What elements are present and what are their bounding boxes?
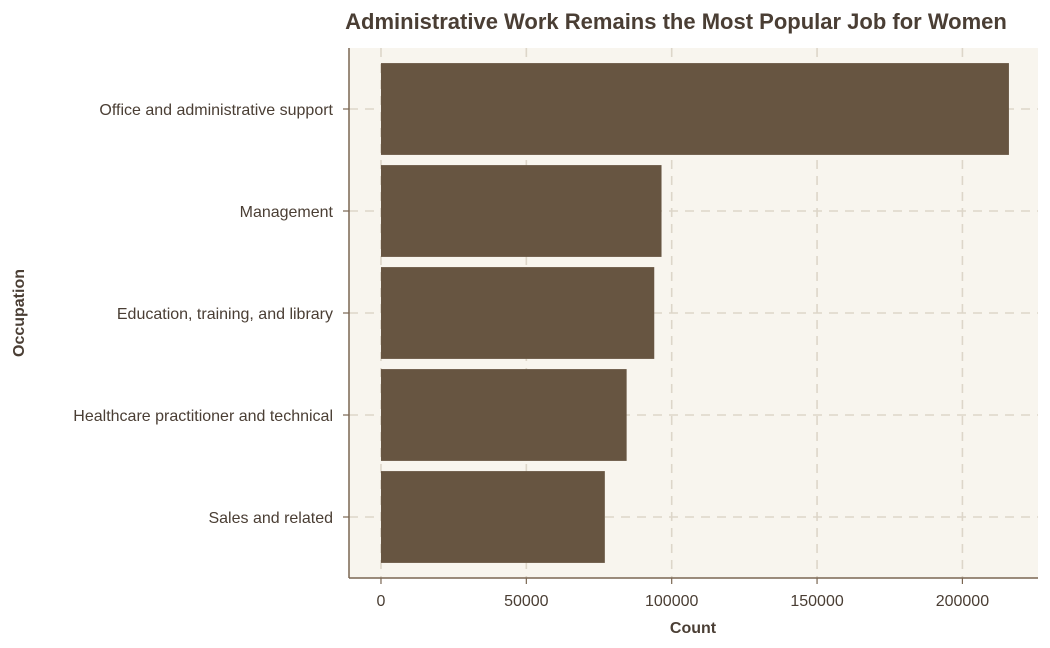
x-axis-ticks: 0 50000 100000 150000 200000 xyxy=(377,578,989,610)
bar xyxy=(380,165,662,257)
bar xyxy=(380,63,1009,155)
y-axis-title: Occupation xyxy=(11,269,28,357)
x-tick-label: 0 xyxy=(377,593,386,610)
chart-title: Administrative Work Remains the Most Pop… xyxy=(345,9,1007,34)
y-axis-ticks: Office and administrative support Managem… xyxy=(73,102,349,527)
bar xyxy=(380,267,655,359)
y-tick-label: Management xyxy=(240,204,334,221)
x-tick-label: 50000 xyxy=(504,593,549,610)
x-tick-label: 150000 xyxy=(790,593,843,610)
bar xyxy=(380,369,627,461)
bar xyxy=(380,471,605,563)
x-axis-title: Count xyxy=(670,620,717,637)
bars xyxy=(380,63,1009,563)
y-tick-label: Office and administrative support xyxy=(99,102,333,119)
y-tick-label: Healthcare practitioner and technical xyxy=(73,408,333,425)
x-tick-label: 200000 xyxy=(936,593,989,610)
x-tick-label: 100000 xyxy=(645,593,698,610)
y-tick-label: Education, training, and library xyxy=(117,306,333,323)
y-tick-label: Sales and related xyxy=(208,510,333,527)
